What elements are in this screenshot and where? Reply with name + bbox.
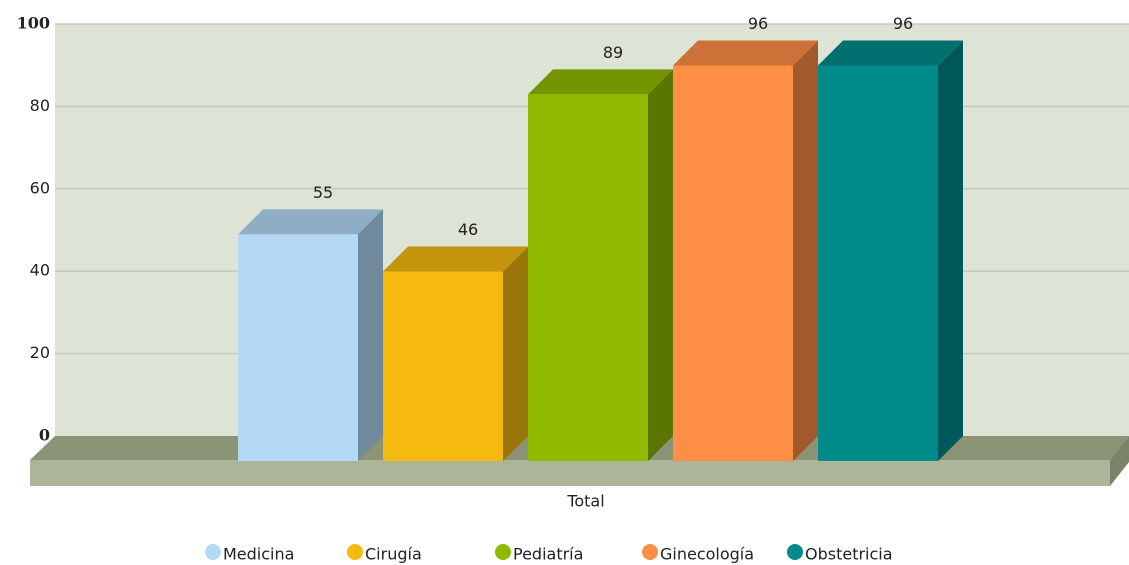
value-label: 96 bbox=[748, 14, 768, 33]
bar-top bbox=[238, 209, 383, 235]
bar bbox=[238, 234, 358, 461]
bar-side bbox=[793, 40, 818, 461]
y-tick-label: 100 bbox=[17, 14, 50, 33]
floor-side bbox=[1110, 436, 1129, 486]
legend-marker bbox=[347, 544, 363, 560]
bar bbox=[383, 271, 503, 461]
value-label: 55 bbox=[313, 183, 333, 202]
value-label: 89 bbox=[603, 43, 623, 62]
legend-marker bbox=[787, 544, 803, 560]
y-tick-label: 0 bbox=[39, 426, 50, 445]
bar-side bbox=[648, 69, 673, 461]
x-tick-label: Total bbox=[566, 492, 604, 511]
bar-side bbox=[358, 209, 383, 461]
bar-top bbox=[528, 69, 673, 95]
bar-side bbox=[503, 246, 528, 461]
y-tick-label: 40 bbox=[30, 261, 50, 280]
bar-top bbox=[818, 40, 963, 66]
bar bbox=[528, 94, 648, 461]
value-label: 96 bbox=[893, 14, 913, 33]
y-tick-label: 80 bbox=[30, 96, 50, 115]
bar-side bbox=[938, 40, 963, 461]
y-tick-label: 20 bbox=[30, 343, 50, 362]
legend-marker bbox=[205, 544, 221, 560]
floor-front bbox=[30, 460, 1110, 486]
bar bbox=[673, 65, 793, 461]
legend-label: Cirugía bbox=[365, 545, 422, 564]
legend-label: Pediatría bbox=[513, 545, 583, 564]
legend-label: Ginecología bbox=[660, 545, 754, 564]
legend-label: Medicina bbox=[223, 545, 294, 564]
bar-top bbox=[673, 40, 818, 66]
legend-label: Obstetricia bbox=[805, 545, 893, 564]
y-tick-label: 60 bbox=[30, 178, 50, 197]
value-label: 46 bbox=[458, 220, 478, 239]
legend-marker bbox=[642, 544, 658, 560]
bar-top bbox=[383, 246, 528, 272]
bar bbox=[818, 65, 938, 461]
legend-marker bbox=[495, 544, 511, 560]
